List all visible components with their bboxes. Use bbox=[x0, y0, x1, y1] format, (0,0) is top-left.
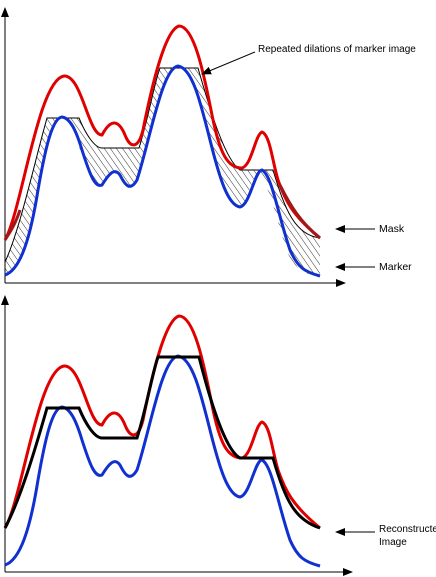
mask-curve-dark-tail bbox=[3, 184, 321, 241]
marker-curve bbox=[4, 64, 321, 278]
mask-curve bbox=[3, 24, 321, 241]
annotation-reconstructed: Reconstructed Image bbox=[335, 524, 436, 548]
annotation-marker: Marker bbox=[335, 261, 412, 273]
reconstructed-label-line1: Reconstructed bbox=[379, 524, 436, 535]
dilation-hatch-region bbox=[5, 66, 320, 276]
marker-label: Marker bbox=[379, 261, 412, 273]
annotation-mask: Mask bbox=[335, 223, 405, 235]
bottom-panel: Reconstructed Image bbox=[0, 295, 436, 576]
mask-label: Mask bbox=[379, 223, 405, 235]
bottom-mask-curve bbox=[3, 314, 321, 530]
dilation-outline bbox=[4, 67, 321, 263]
annotation-dilations: Repeated dilations of marker image bbox=[201, 44, 416, 75]
top-panel: Repeated dilations of marker image Mask … bbox=[0, 7, 416, 287]
reconstructed-curve bbox=[3, 355, 321, 530]
reconstructed-label-line2: Image bbox=[379, 537, 407, 548]
annotation-dilations-label: Repeated dilations of marker image bbox=[258, 44, 416, 55]
